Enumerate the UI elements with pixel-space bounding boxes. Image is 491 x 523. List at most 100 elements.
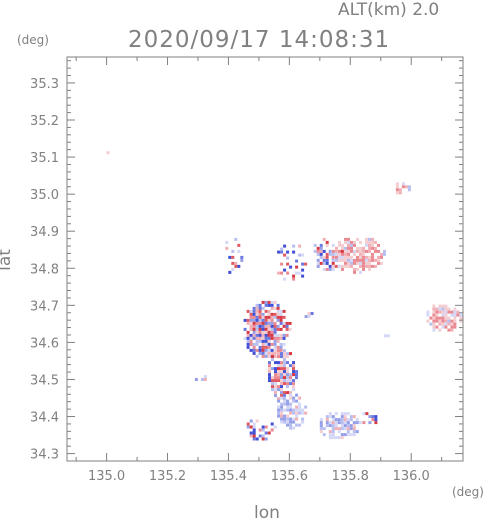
echo-pixel [331, 427, 335, 431]
echo-pixel [258, 434, 262, 438]
echo-pixel [277, 250, 281, 254]
echo-pixel [335, 246, 338, 250]
echo-pixel [359, 255, 362, 259]
echo-pixel [264, 437, 268, 441]
echo-pixel [368, 237, 371, 241]
echo-pixel [280, 405, 284, 409]
x-tick-label: 136.0 [393, 469, 430, 484]
echo-cluster [332, 237, 386, 274]
echo-pixel [276, 312, 280, 316]
echo-pixel [286, 417, 290, 421]
echo-pixel [365, 240, 368, 244]
echo-pixel [280, 385, 283, 389]
echo-pixel [444, 304, 448, 308]
echo-pixel [292, 417, 296, 421]
echo-pixel [252, 434, 256, 438]
echo-pixel [301, 274, 305, 278]
echo-pixel [282, 309, 286, 313]
echo-pixel [350, 264, 353, 268]
echo-pixel [280, 382, 283, 386]
echo-pixel [270, 315, 274, 319]
echo-pixel [279, 336, 283, 340]
echo-pixel [258, 315, 262, 319]
echo-pixel [365, 249, 368, 253]
echo-pixel [261, 342, 265, 346]
echo-pixel [377, 243, 380, 247]
echo-pixel [362, 246, 365, 250]
echo-pixel [252, 330, 256, 334]
echo-pixel [264, 333, 268, 337]
echo-pixel [398, 191, 402, 195]
echo-pixel [280, 402, 284, 406]
echo-pixel [344, 255, 347, 259]
echo-pixel [362, 412, 366, 416]
echo-pixel [280, 262, 284, 266]
echo-pixel [286, 271, 290, 275]
echo-cluster [277, 244, 308, 281]
echo-pixel [246, 339, 250, 343]
echo-pixel [368, 249, 371, 253]
echo-cluster [268, 349, 298, 401]
echo-pixel [331, 261, 335, 265]
echo-pixel [277, 361, 280, 365]
echo-pixel [344, 249, 347, 253]
echo-pixel [316, 246, 320, 250]
echo-pixel [270, 300, 274, 304]
echo-pixel [270, 330, 274, 334]
echo-pixel [334, 427, 338, 431]
echo-pixel [289, 376, 292, 380]
echo-pixel [283, 358, 286, 362]
echo-pixel [347, 237, 350, 241]
echo-pixel [292, 411, 296, 415]
echo-pixel [289, 426, 293, 430]
echo-pixel [268, 361, 271, 365]
echo-pixel [286, 355, 289, 359]
echo-pixel [301, 411, 305, 415]
echo-pixel [325, 243, 329, 247]
echo-pixel [264, 324, 268, 328]
echo-pixel [276, 333, 280, 337]
echo-pixel [346, 418, 350, 422]
echo-pixel [322, 433, 326, 437]
echo-pixel [246, 425, 250, 429]
axis-ticks: 135.0 135.2 135.4 135.6 135.8 136.0 34.3 34.4 34… [30, 57, 463, 484]
echo-pixel [295, 376, 298, 380]
echo-pixel [328, 264, 332, 268]
x-axis-unit: (deg) [452, 485, 484, 499]
echo-cluster [194, 375, 207, 381]
echo-pixel [270, 312, 274, 316]
echo-pixel [328, 267, 332, 271]
echo-pixel [267, 330, 271, 334]
echo-pixel [322, 261, 326, 265]
echo-pixel [383, 252, 386, 256]
echo-pixel [243, 318, 247, 322]
echo-pixel [283, 408, 287, 412]
echo-pixel [261, 321, 265, 325]
echo-pixel [280, 364, 283, 368]
echo-pixel [261, 333, 265, 337]
echo-pixel [279, 321, 283, 325]
echo-pixel [255, 333, 259, 337]
echo-pixel [255, 306, 259, 310]
echo-pixel [319, 424, 323, 428]
echo-pixel [332, 249, 335, 253]
echo-pixel [289, 364, 292, 368]
echo-pixel [255, 437, 259, 441]
echo-pixel [447, 310, 451, 314]
echo-pixel [343, 418, 347, 422]
echo-pixel [368, 264, 371, 268]
echo-pixel [286, 379, 289, 383]
echo-pixel [264, 303, 268, 307]
echo-pixel [240, 258, 244, 262]
echo-pixel [380, 261, 383, 265]
echo-pixel [258, 351, 262, 355]
echo-cluster [313, 237, 344, 271]
echo-pixel [374, 264, 377, 268]
echo-pixel [346, 433, 350, 437]
echo-pixel [258, 333, 262, 337]
echo-pixel [273, 300, 277, 304]
echo-pixel [371, 264, 374, 268]
echo-pixel [453, 319, 457, 323]
echo-pixel [441, 310, 445, 314]
echo-pixel [286, 382, 289, 386]
